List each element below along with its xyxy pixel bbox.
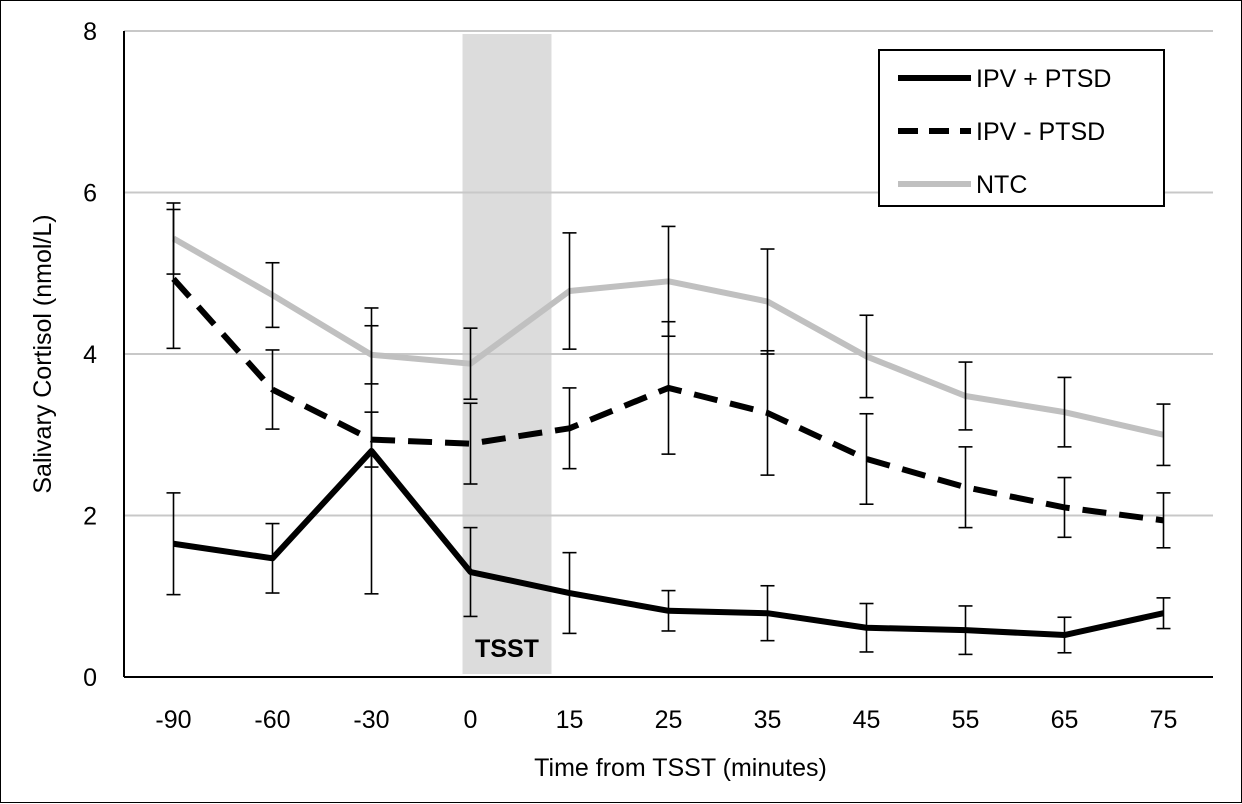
x-tick-label: 45 — [853, 706, 881, 734]
error-layer — [166, 202, 1171, 656]
error-bar — [265, 522, 280, 594]
error-bar — [265, 261, 280, 329]
y-tick-label: 8 — [83, 18, 97, 46]
error-bar — [562, 387, 577, 470]
error-bar — [166, 492, 181, 596]
error-bar — [265, 349, 280, 430]
legend: IPV + PTSD IPV - PTSD NTC — [878, 49, 1165, 207]
error-bar — [859, 602, 874, 653]
x-tick-label: 0 — [464, 706, 478, 734]
error-bar — [958, 361, 973, 431]
error-bar — [661, 225, 676, 338]
x-tick-label: 35 — [754, 706, 782, 734]
legend-label-2: NTC — [976, 171, 1027, 199]
error-bar — [1057, 616, 1072, 654]
error-bar — [760, 584, 775, 642]
label-layer: 0 2 4 6 8 -90 -60 -30 0 15 25 35 45 55 65 75 Time from T… — [29, 18, 1177, 782]
error-bar — [463, 526, 478, 618]
y-tick-label: 0 — [83, 664, 97, 692]
error-bar — [1156, 597, 1171, 630]
legend-label-1: IPV - PTSD — [976, 118, 1105, 146]
x-tick-label: 75 — [1150, 706, 1178, 734]
legend-label-0: IPV + PTSD — [976, 65, 1111, 93]
error-bar — [562, 551, 577, 635]
error-bar — [1057, 376, 1072, 448]
error-bar — [958, 605, 973, 656]
axis-layer — [123, 31, 1213, 678]
y-axis-title: Salivary Cortisol (nmol/L) — [29, 214, 57, 493]
x-tick-label: 25 — [655, 706, 683, 734]
error-bar — [661, 589, 676, 632]
error-bar — [463, 402, 478, 485]
error-bar — [859, 314, 874, 399]
y-tick-label: 2 — [83, 503, 97, 531]
x-tick-label: 15 — [556, 706, 584, 734]
x-tick-label: -60 — [254, 706, 290, 734]
error-bar — [1057, 476, 1072, 539]
x-tick-label: 65 — [1051, 706, 1079, 734]
error-bar — [166, 202, 181, 275]
error-bar — [364, 324, 379, 385]
error-bar — [562, 232, 577, 350]
y-tick-label: 4 — [83, 341, 97, 369]
tsst-band-label: TSST — [475, 635, 539, 663]
error-bar — [364, 411, 379, 468]
error-bar — [1156, 403, 1171, 467]
error-bar — [859, 412, 874, 505]
x-tick-label: -30 — [353, 706, 389, 734]
x-tick-label: 55 — [952, 706, 980, 734]
x-tick-label: -90 — [155, 706, 191, 734]
error-bar — [463, 327, 478, 401]
error-bar — [958, 446, 973, 529]
error-bar — [1156, 492, 1171, 549]
error-bar — [760, 248, 775, 355]
y-tick-label: 6 — [83, 180, 97, 208]
x-axis-title: Time from TSST (minutes) — [534, 754, 827, 782]
